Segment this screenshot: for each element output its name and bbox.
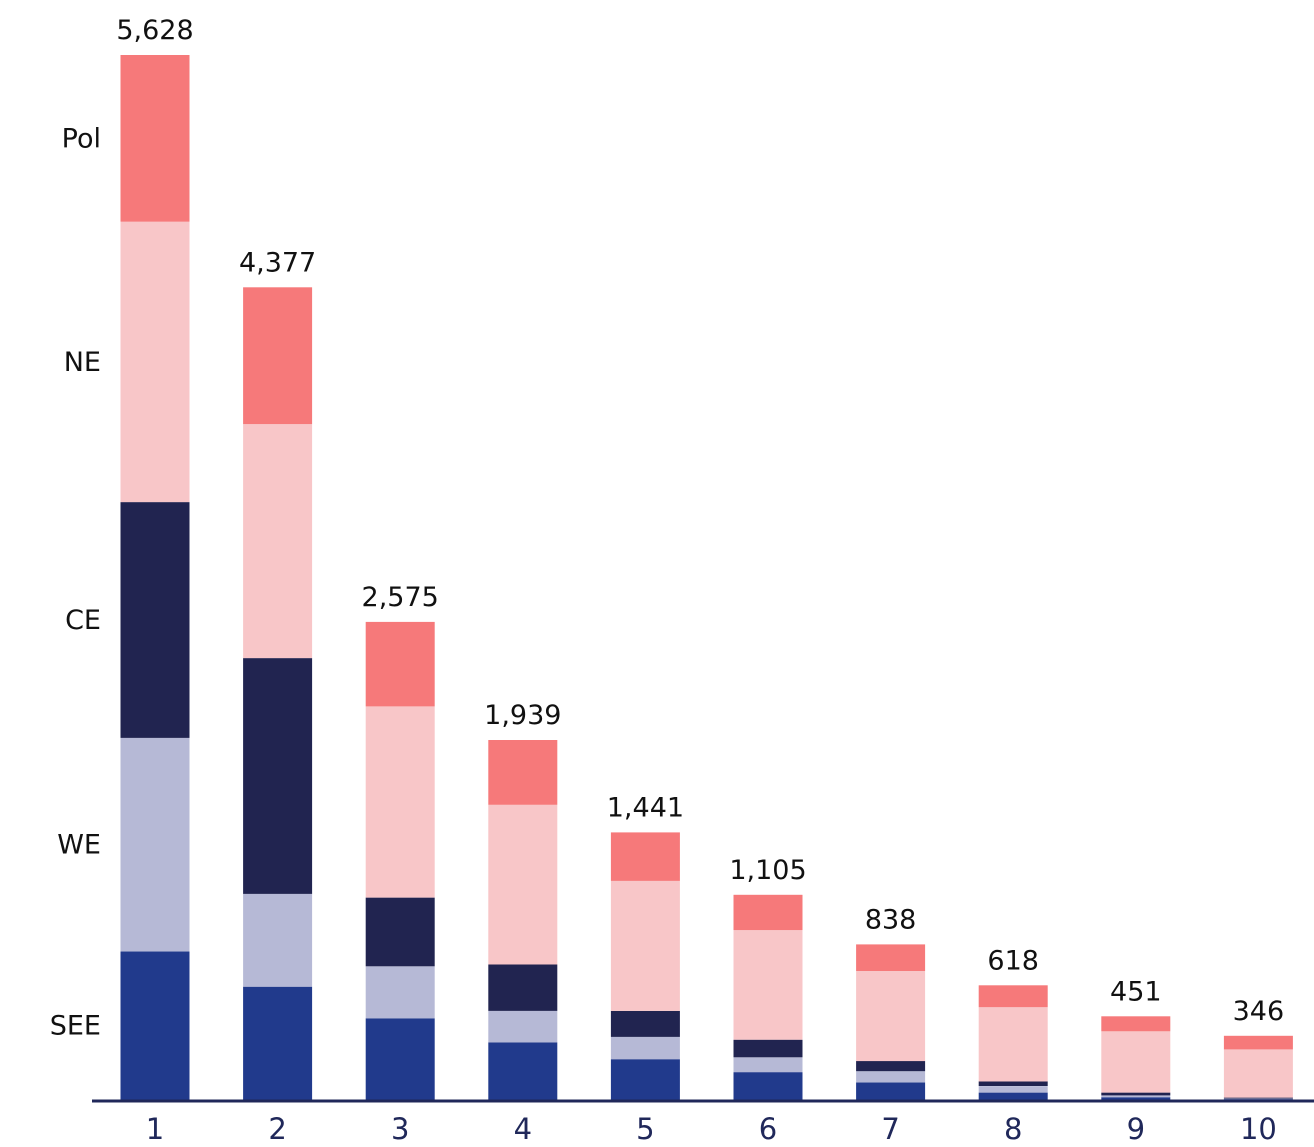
bar-segment-ce-1	[120, 502, 190, 738]
total-labels: 5,628 4,377 2,575 1,939 1,441 1,105 838 618 451 3…	[116, 15, 1284, 1027]
bar-segment-we-5	[610, 1036, 680, 1060]
bar-segment-ce-10	[1223, 1097, 1293, 1099]
x-tick-label-3: 3	[391, 1112, 409, 1146]
bar-segment-ne-7	[856, 971, 926, 1062]
bar-segment-see-6	[733, 1072, 803, 1100]
bar-segment-we-3	[365, 966, 435, 1019]
bar-segment-ce-6	[733, 1039, 803, 1058]
series-label-we: WE	[57, 830, 101, 861]
bar-segment-see-5	[610, 1059, 680, 1100]
x-tick-labels: 1 2 3 4 5 6 7 8 9 10	[146, 1112, 1277, 1146]
total-label-6: 1,105	[729, 855, 806, 886]
total-label-2: 4,377	[239, 247, 316, 278]
total-label-7: 838	[865, 904, 917, 935]
x-tick-label-4: 4	[514, 1112, 532, 1146]
bar-segment-pol-9	[1101, 1016, 1171, 1032]
bar-segment-ne-4	[488, 804, 558, 965]
bar-segment-ce-4	[488, 964, 558, 1011]
bar-segment-ce-7	[856, 1061, 926, 1072]
x-tick-label-10: 10	[1240, 1112, 1277, 1146]
total-label-9: 451	[1110, 976, 1162, 1007]
bar-segments	[120, 55, 1293, 1100]
bar-segment-see-3	[365, 1018, 435, 1100]
total-label-4: 1,939	[484, 700, 561, 731]
bar-segment-ne-2	[243, 424, 313, 659]
bar-segment-pol-3	[365, 621, 435, 707]
total-label-5: 1,441	[607, 792, 684, 823]
total-label-8: 618	[987, 945, 1039, 976]
bar-segment-ce-3	[365, 897, 435, 967]
bar-segment-see-1	[120, 951, 190, 1100]
series-labels: SEE WE CE NE Pol	[50, 123, 101, 1041]
bar-segment-ne-1	[120, 221, 190, 503]
x-tick-label-7: 7	[881, 1112, 899, 1146]
bar-segment-we-8	[978, 1086, 1048, 1093]
bar-segment-we-2	[243, 893, 313, 987]
bar-segment-pol-2	[243, 287, 313, 425]
bar-segment-ne-6	[733, 930, 803, 1040]
bar-segment-pol-10	[1223, 1035, 1293, 1050]
bar-segment-ce-5	[610, 1010, 680, 1037]
series-label-ce: CE	[65, 605, 101, 636]
bar-segment-we-6	[733, 1057, 803, 1073]
bar-segment-we-4	[488, 1010, 558, 1043]
bar-segment-we-1	[120, 737, 190, 952]
bar-segment-ne-8	[978, 1007, 1048, 1082]
series-label-see: SEE	[50, 1011, 101, 1042]
x-tick-label-1: 1	[146, 1112, 164, 1146]
x-tick-label-8: 8	[1004, 1112, 1022, 1146]
bar-segment-ne-9	[1101, 1031, 1171, 1093]
bar-segment-pol-1	[120, 55, 190, 222]
bar-segment-ne-3	[365, 706, 435, 898]
bar-segment-see-9	[1101, 1097, 1171, 1100]
total-label-3: 2,575	[362, 582, 439, 613]
bar-segment-pol-7	[856, 944, 926, 971]
bar-segment-see-8	[978, 1092, 1048, 1100]
bar-segment-ce-2	[243, 658, 313, 894]
bar-segment-we-10	[1223, 1098, 1293, 1100]
series-label-ne: NE	[64, 347, 101, 378]
bar-segment-ce-8	[978, 1081, 1048, 1086]
bar-segment-ne-10	[1223, 1049, 1293, 1098]
series-label-pol: Pol	[62, 123, 101, 154]
bar-segment-see-7	[856, 1082, 926, 1100]
bar-segment-we-7	[856, 1071, 926, 1083]
x-tick-label-6: 6	[759, 1112, 777, 1146]
total-label-10: 346	[1233, 996, 1285, 1027]
x-tick-label-5: 5	[636, 1112, 654, 1146]
bar-segment-pol-6	[733, 894, 803, 931]
bar-segment-we-9	[1101, 1095, 1171, 1098]
bar-segment-pol-4	[488, 740, 558, 805]
bar-segment-ne-5	[610, 880, 680, 1011]
x-tick-label-2: 2	[268, 1112, 286, 1146]
bar-segment-ce-9	[1101, 1092, 1171, 1096]
total-label-1: 5,628	[116, 15, 193, 46]
x-tick-label-9: 9	[1127, 1112, 1145, 1146]
bar-segment-see-4	[488, 1042, 558, 1100]
bar-segment-pol-5	[610, 832, 680, 881]
bar-segment-pol-8	[978, 985, 1048, 1008]
bar-segment-see-2	[243, 986, 313, 1100]
